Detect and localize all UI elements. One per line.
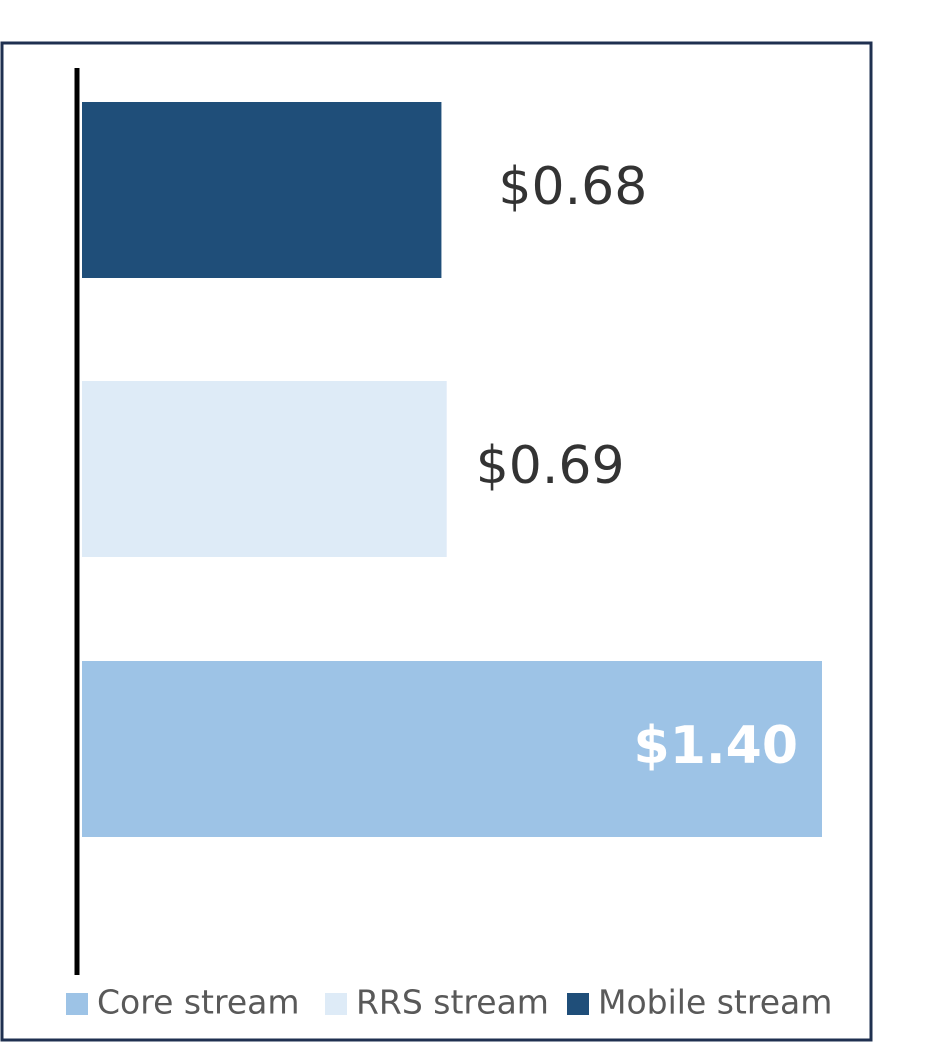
legend-swatch [66,993,88,1015]
data-label: $0.69 [476,436,625,496]
data-label: $1.40 [634,716,798,776]
bar [82,102,442,278]
data-label: $0.68 [498,157,647,217]
bar [82,661,822,837]
legend-swatch [325,993,347,1015]
bar [82,381,447,557]
legend-label: RRS stream [356,983,549,1022]
legend-swatch [567,993,589,1015]
legend-label: Mobile stream [598,983,832,1022]
legend-label: Core stream [97,983,300,1022]
